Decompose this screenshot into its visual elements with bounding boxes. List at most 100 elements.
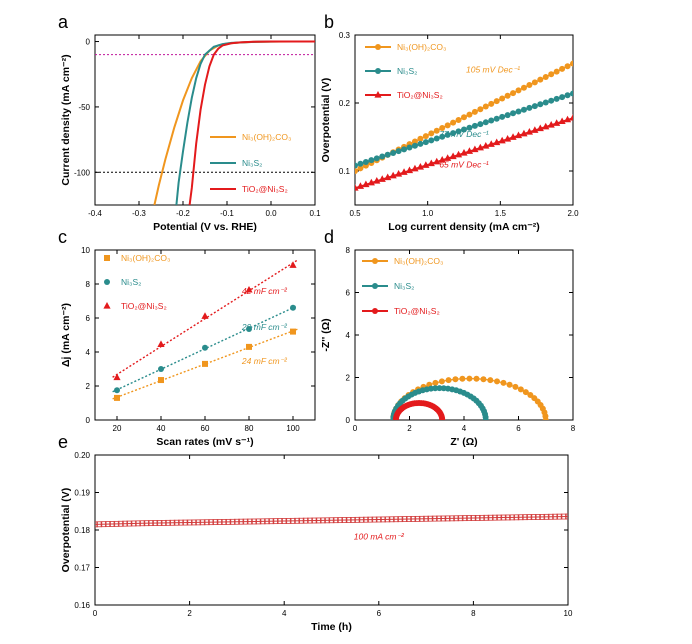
data-point (221, 519, 227, 525)
x-tick-label: 0.1 (309, 209, 321, 218)
data-point (522, 389, 529, 396)
data-point (530, 514, 537, 520)
y-tick-label: 8 (346, 246, 351, 255)
data-point (212, 519, 219, 525)
data-point (298, 517, 305, 524)
series-3 (112, 259, 298, 381)
data-point (444, 154, 452, 161)
data-point (517, 386, 524, 393)
data-point (380, 516, 387, 523)
data-point (509, 133, 517, 140)
data-point (251, 518, 258, 525)
data-point (289, 517, 296, 524)
data-point (357, 160, 364, 167)
x-tick-label: 6 (377, 609, 382, 618)
plot-frame (94, 454, 569, 606)
data-point (498, 136, 506, 144)
x-axis-label: Potential (V vs. RHE) (153, 221, 257, 233)
plot-frame (94, 34, 316, 206)
x-tick-label: 0 (93, 609, 98, 618)
data-point (405, 166, 414, 174)
data-point (542, 73, 549, 80)
data-point (466, 111, 473, 118)
data-point (448, 515, 455, 522)
legend-label: Ni₃S₂ (242, 158, 262, 168)
data-point (547, 513, 554, 520)
data-point (454, 150, 463, 158)
data-point (401, 146, 408, 153)
legend-label: TiO₂@Ni₃S₂ (397, 90, 443, 100)
series-line (188, 40, 315, 205)
data-point (233, 518, 240, 525)
data-point (440, 515, 447, 522)
data-point (165, 519, 172, 526)
data-point (160, 520, 167, 526)
data-point (393, 516, 399, 523)
legend-label: Ni₃(OH)₂CO₃ (397, 42, 446, 52)
data-point (439, 125, 446, 132)
y-tick-label: 0.3 (339, 31, 351, 40)
x-tick-label: 0.0 (265, 209, 277, 218)
data-point (559, 65, 566, 72)
legend: Ni₃(OH)₂CO₃ Ni₃S₂ TiO₂@Ni₃S₂ (210, 132, 291, 194)
data-point (114, 387, 120, 394)
data-point (356, 182, 365, 189)
series-2 (390, 385, 489, 420)
y-tick-label: 8 (86, 280, 91, 289)
data-point (245, 285, 253, 293)
data-point (471, 145, 479, 153)
data-point (496, 514, 503, 521)
data-point (357, 165, 364, 172)
x-tick-label: 2 (187, 609, 192, 618)
data-point (504, 514, 511, 521)
data-point (122, 520, 128, 527)
data-point (388, 516, 395, 523)
annotation: 65 mV Dec⁻¹ (439, 160, 489, 170)
y-tick-label: 0.16 (74, 601, 90, 610)
data-point (384, 173, 392, 181)
data-point (564, 92, 571, 99)
x-tick-label: 1.0 (422, 209, 434, 218)
data-point (439, 417, 446, 420)
data-point (542, 417, 549, 420)
data-point (565, 513, 568, 520)
data-point (479, 514, 485, 521)
data-point (169, 519, 176, 526)
data-point (482, 141, 490, 149)
data-point (520, 84, 527, 91)
data-point (259, 518, 266, 525)
data-point (433, 157, 441, 165)
data-point (510, 90, 517, 97)
panel-label-b: b (324, 12, 334, 32)
x-tick-label: 0 (353, 424, 358, 433)
data-point (405, 516, 412, 522)
data-point (410, 516, 417, 522)
data-point (362, 180, 370, 188)
series-1 (112, 328, 298, 401)
data-point (450, 119, 457, 126)
x-axis-label: Z' (Ω) (450, 436, 477, 448)
data-point (427, 159, 435, 167)
annotation: 105 mV Dec⁻¹ (466, 64, 520, 74)
data-point (324, 517, 331, 524)
data-point (411, 142, 418, 149)
data-point (422, 139, 429, 146)
data-point (414, 515, 421, 522)
series-3 (188, 40, 315, 205)
data-point (515, 87, 522, 94)
x-tick-label: 8 (471, 609, 476, 618)
data-point (466, 375, 473, 382)
data-point (520, 106, 527, 113)
plot-area (95, 513, 568, 528)
data-point (173, 519, 180, 526)
data-point (531, 103, 538, 110)
data-point (471, 108, 478, 115)
panel-d: d 0 2 4 6 8 0 2 4 6 8 Z' (Ω) -Z'' (Ω) Ni₃(OH)₂CO₃ Ni₃S… (320, 227, 576, 448)
legend-label: Ni₃(OH)₂CO₃ (121, 253, 170, 263)
data-point (100, 521, 107, 528)
data-point (152, 520, 159, 526)
data-point (428, 130, 435, 137)
data-point (113, 373, 121, 381)
y-tick-label: 2 (86, 382, 91, 391)
